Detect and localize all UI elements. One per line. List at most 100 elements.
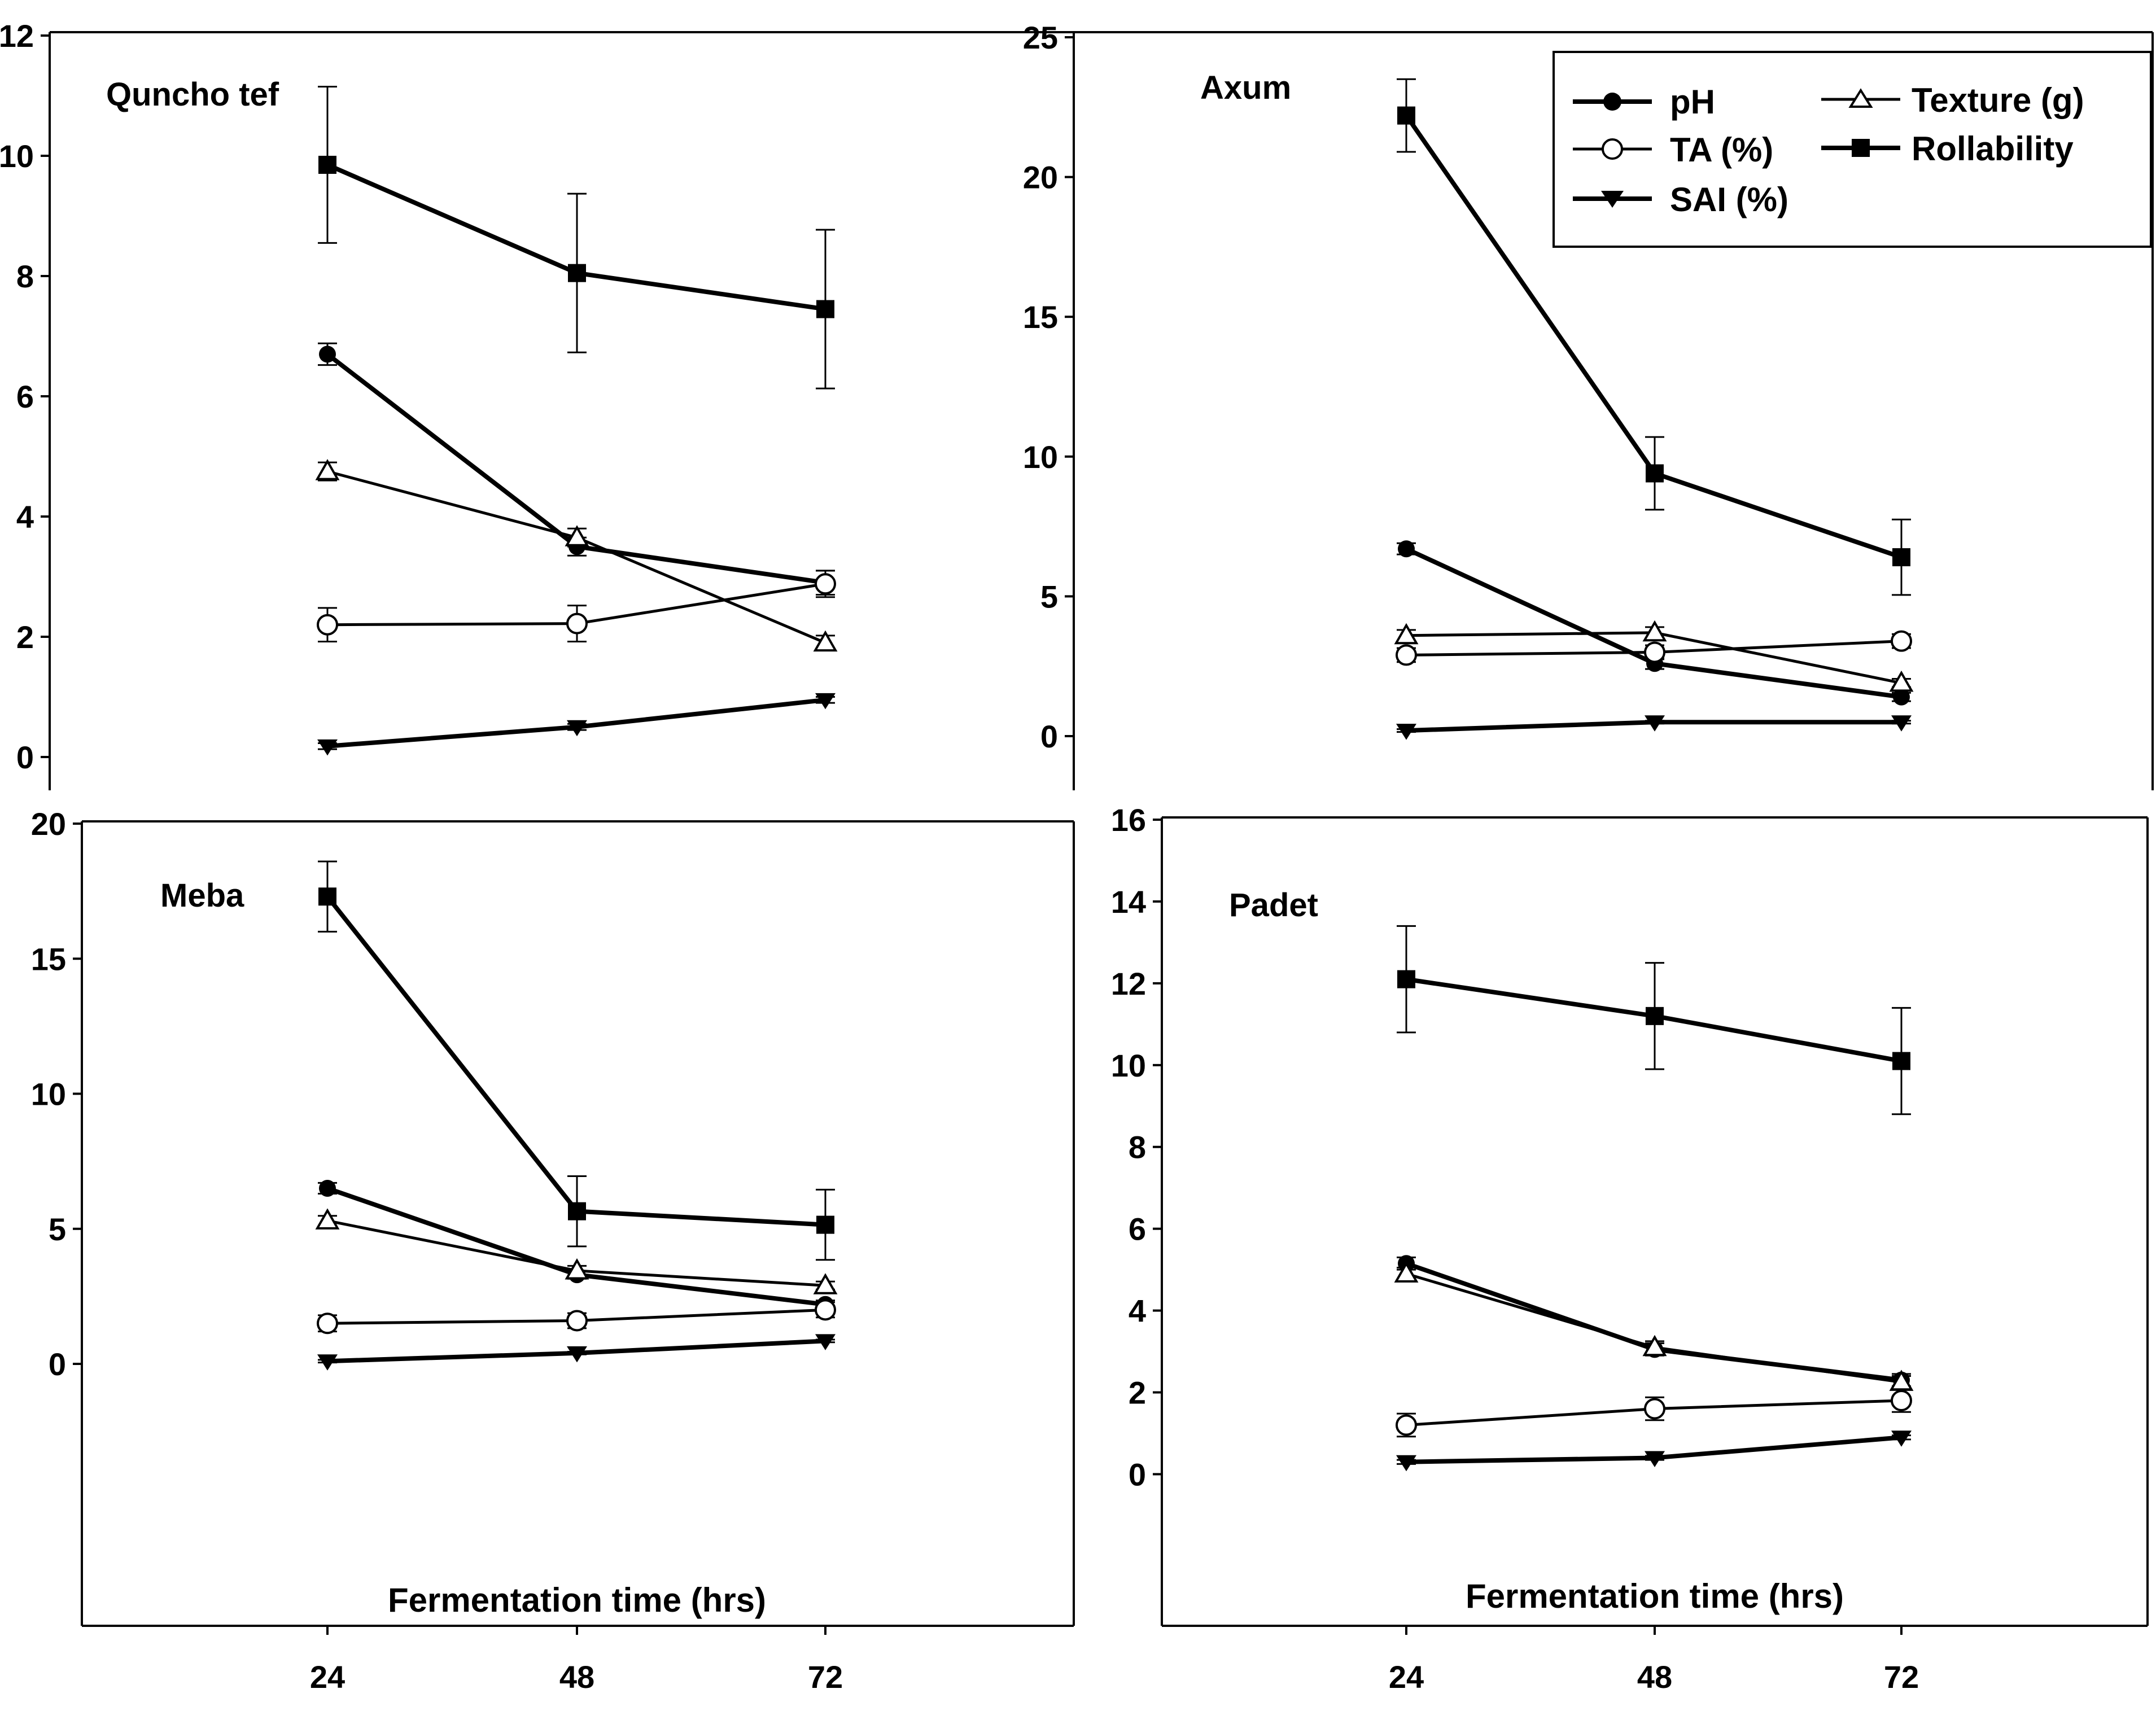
marker-axum-texture-1 <box>1642 620 1667 642</box>
marker-axum-ta-1 <box>1644 641 1665 663</box>
legend-marker-sai <box>1601 191 1624 208</box>
legend-label-rollability: Rollability <box>1912 130 2074 168</box>
marker-axum-rollability-1 <box>1646 464 1664 483</box>
marker-meba-ta-1 <box>566 1310 588 1332</box>
y-tick-label-padet-12: 12 <box>1111 966 1146 1001</box>
y-tick-label-quncho-2: 2 <box>16 619 34 655</box>
marker-axum-texture-0 <box>1394 623 1419 645</box>
marker-meba-rollability-2 <box>816 1215 834 1234</box>
y-tick-label-quncho-8: 8 <box>16 259 34 294</box>
marker-padet-sai-1 <box>1645 1451 1665 1467</box>
marker-quncho-rollability-1 <box>568 264 586 282</box>
x-tick-label-padet-72: 72 <box>1884 1659 1919 1695</box>
marker-axum-texture-2 <box>1889 670 1914 692</box>
y-tick-label-meba-5: 5 <box>49 1211 66 1247</box>
marker-quncho-texture-0 <box>315 459 340 480</box>
marker-axum-sai-1 <box>1645 715 1665 732</box>
marker-quncho-ta-0 <box>317 614 338 636</box>
x-axis-label-padet: Fermentation time (hrs) <box>1466 1577 1844 1615</box>
x-tick-label-meba-72: 72 <box>808 1659 843 1695</box>
marker-padet-rollability-1 <box>1646 1007 1664 1025</box>
panel-frames <box>49 31 2154 1627</box>
y-tick-label-padet-6: 6 <box>1129 1211 1146 1247</box>
y-tick-label-quncho-0: 0 <box>16 740 34 775</box>
y-tick-label-meba-0: 0 <box>49 1346 66 1382</box>
y-tick-label-axum-25: 25 <box>1023 20 1058 55</box>
marker-axum-ph-0 <box>1398 540 1415 558</box>
y-tick-label-quncho-4: 4 <box>16 499 34 535</box>
x-tick-label-padet-24: 24 <box>1389 1659 1424 1695</box>
legend-marker-ph <box>1603 93 1621 111</box>
marker-quncho-sai-2 <box>815 693 836 710</box>
marker-padet-texture-0 <box>1394 1261 1419 1283</box>
legend: pH Texture (g) TA (%) Rollability SAI (%… <box>1553 51 2152 248</box>
y-tick-label-padet-4: 4 <box>1129 1293 1146 1329</box>
y-tick-label-padet-8: 8 <box>1129 1130 1146 1165</box>
x-tick-label-padet-48: 48 <box>1637 1659 1672 1695</box>
y-tick-label-meba-15: 15 <box>31 941 66 977</box>
y-tick-label-padet-2: 2 <box>1129 1375 1146 1411</box>
x-tick-label-meba-48: 48 <box>559 1659 594 1695</box>
marker-padet-ta-0 <box>1396 1414 1417 1436</box>
data-series <box>315 78 1914 1472</box>
marker-meba-texture-0 <box>315 1208 340 1230</box>
axis-ticks <box>41 34 1903 1635</box>
marker-padet-ta-1 <box>1644 1398 1665 1420</box>
marker-axum-ph-2 <box>1893 688 1910 706</box>
marker-axum-rollability-2 <box>1892 548 1910 567</box>
marker-meba-sai-2 <box>815 1334 836 1350</box>
marker-axum-rollability-0 <box>1397 106 1415 125</box>
marker-padet-rollability-2 <box>1892 1052 1910 1070</box>
y-tick-label-meba-20: 20 <box>31 806 66 842</box>
marker-meba-sai-1 <box>567 1346 587 1363</box>
marker-padet-texture-1 <box>1642 1335 1667 1357</box>
x-tick-label-meba-24: 24 <box>310 1659 345 1695</box>
marker-meba-rollability-1 <box>568 1202 586 1220</box>
y-tick-label-meba-10: 10 <box>31 1077 66 1112</box>
y-tick-label-padet-0: 0 <box>1129 1456 1146 1492</box>
y-tick-label-axum-0: 0 <box>1040 719 1058 754</box>
marker-axum-ta-2 <box>1891 630 1912 652</box>
legend-marker-ta <box>1602 138 1623 160</box>
marker-axum-sai-2 <box>1891 715 1912 732</box>
x-axis-label-meba: Fermentation time (hrs) <box>388 1581 766 1619</box>
marker-meba-sai-0 <box>317 1354 338 1371</box>
panel-title-padet: Padet <box>1229 887 1318 924</box>
marker-padet-ta-2 <box>1891 1389 1912 1411</box>
legend-marker-texture <box>1848 88 1873 108</box>
legend-label-sai: SAI (%) <box>1670 181 1788 218</box>
marker-padet-sai-2 <box>1891 1430 1912 1447</box>
y-tick-label-padet-14: 14 <box>1111 884 1146 920</box>
panel-title-meba: Meba <box>160 877 244 914</box>
legend-marker-rollability <box>1852 139 1870 157</box>
legend-label-ph: pH <box>1670 83 1715 121</box>
y-tick-label-axum-20: 20 <box>1023 160 1058 195</box>
marker-meba-ph-0 <box>319 1179 336 1197</box>
marker-quncho-texture-2 <box>813 630 838 652</box>
marker-meba-ta-0 <box>317 1313 338 1335</box>
y-tick-label-padet-16: 16 <box>1111 802 1146 838</box>
legend-label-texture: Texture (g) <box>1912 81 2084 119</box>
y-tick-label-quncho-6: 6 <box>16 379 34 414</box>
legend-label-ta: TA (%) <box>1670 131 1773 169</box>
marker-meba-texture-2 <box>813 1273 838 1294</box>
y-tick-label-quncho-10: 10 <box>0 138 34 174</box>
marker-quncho-rollability-2 <box>816 300 834 318</box>
marker-quncho-texture-1 <box>565 525 589 546</box>
y-tick-label-axum-5: 5 <box>1040 579 1058 614</box>
marker-meba-texture-1 <box>565 1258 589 1280</box>
marker-padet-rollability-0 <box>1397 970 1415 988</box>
marker-meba-ta-2 <box>815 1299 836 1321</box>
marker-axum-ta-0 <box>1396 644 1417 666</box>
marker-quncho-ph-0 <box>319 345 336 363</box>
marker-quncho-sai-1 <box>567 720 587 737</box>
y-tick-label-padet-10: 10 <box>1111 1048 1146 1083</box>
marker-quncho-ta-1 <box>566 613 588 635</box>
y-tick-label-axum-10: 10 <box>1023 439 1058 475</box>
marker-axum-sai-0 <box>1396 724 1416 740</box>
series-line-padet-ph <box>1405 1261 1902 1383</box>
y-tick-label-quncho-12: 12 <box>0 18 34 54</box>
panel-title-axum: Axum <box>1200 69 1291 106</box>
